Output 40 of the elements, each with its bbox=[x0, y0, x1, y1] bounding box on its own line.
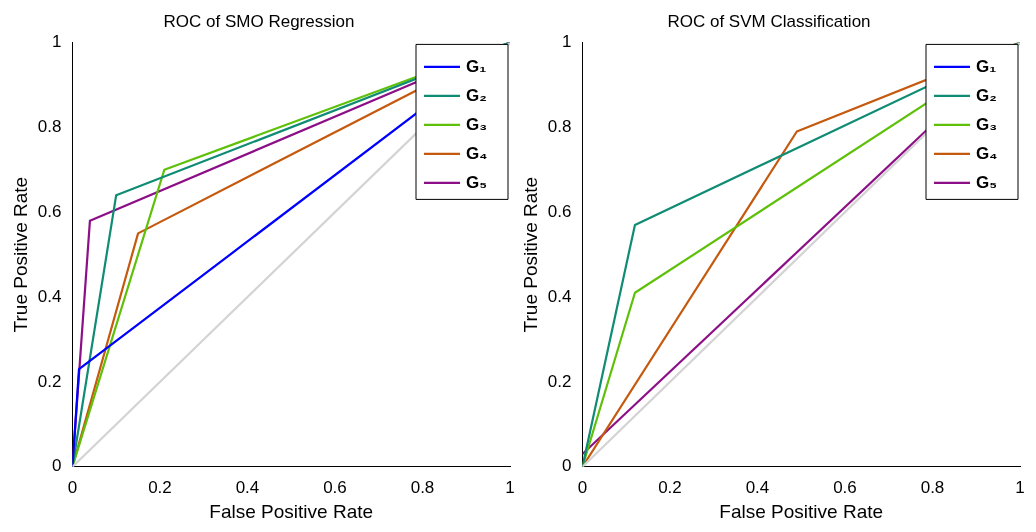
y-tick-label: 0.6 bbox=[547, 201, 572, 221]
legend-label: G₄ bbox=[976, 143, 998, 163]
legend-label: G₃ bbox=[466, 114, 488, 134]
legend-label: G₂ bbox=[466, 85, 487, 105]
y-tick-label: 0 bbox=[51, 456, 62, 476]
legend-label: G₁ bbox=[976, 56, 997, 76]
x-tick-label: 0.4 bbox=[745, 477, 770, 497]
y-tick-label: 0 bbox=[561, 456, 572, 476]
y-tick-label: 0.8 bbox=[547, 116, 572, 136]
x-tick-label: 0.6 bbox=[833, 477, 857, 497]
y-tick-label: 1 bbox=[51, 32, 62, 52]
x-tick-label: 0.8 bbox=[920, 477, 945, 497]
y-axis-title: True Positive Rate bbox=[519, 176, 541, 333]
y-tick-label: 1 bbox=[561, 32, 572, 52]
x-tick-label: 0.4 bbox=[235, 477, 260, 497]
legend-label: G₂ bbox=[976, 85, 997, 105]
legend-label: G₅ bbox=[466, 172, 488, 192]
y-tick-label: 0.2 bbox=[37, 371, 62, 391]
x-tick-label: 0.6 bbox=[323, 477, 347, 497]
y-tick-label: 0.6 bbox=[37, 201, 62, 221]
x-tick-label: 0.2 bbox=[658, 477, 682, 497]
legend-label: G₃ bbox=[976, 114, 998, 134]
y-tick-label: 0.4 bbox=[547, 286, 572, 306]
x-axis-title: False Positive Rate bbox=[719, 500, 884, 522]
x-tick-label: 0.2 bbox=[148, 477, 172, 497]
legend-label: G₄ bbox=[466, 143, 488, 163]
x-axis-title: False Positive Rate bbox=[209, 500, 374, 522]
x-tick-label: 1 bbox=[1015, 477, 1025, 497]
x-tick-label: 1 bbox=[505, 477, 515, 497]
y-tick-label: 0.8 bbox=[37, 116, 62, 136]
x-tick-label: 0 bbox=[67, 477, 78, 497]
chart-title: ROC of SVM Classification bbox=[667, 11, 871, 31]
y-tick-label: 0.2 bbox=[547, 371, 572, 391]
legend-label: G₅ bbox=[976, 172, 998, 192]
x-tick-label: 0 bbox=[577, 477, 588, 497]
x-tick-label: 0.8 bbox=[410, 477, 435, 497]
y-axis-title: True Positive Rate bbox=[9, 176, 31, 333]
legend-label: G₁ bbox=[466, 56, 487, 76]
y-tick-label: 0.4 bbox=[37, 286, 62, 306]
chart-title: ROC of SMO Regression bbox=[163, 11, 355, 31]
